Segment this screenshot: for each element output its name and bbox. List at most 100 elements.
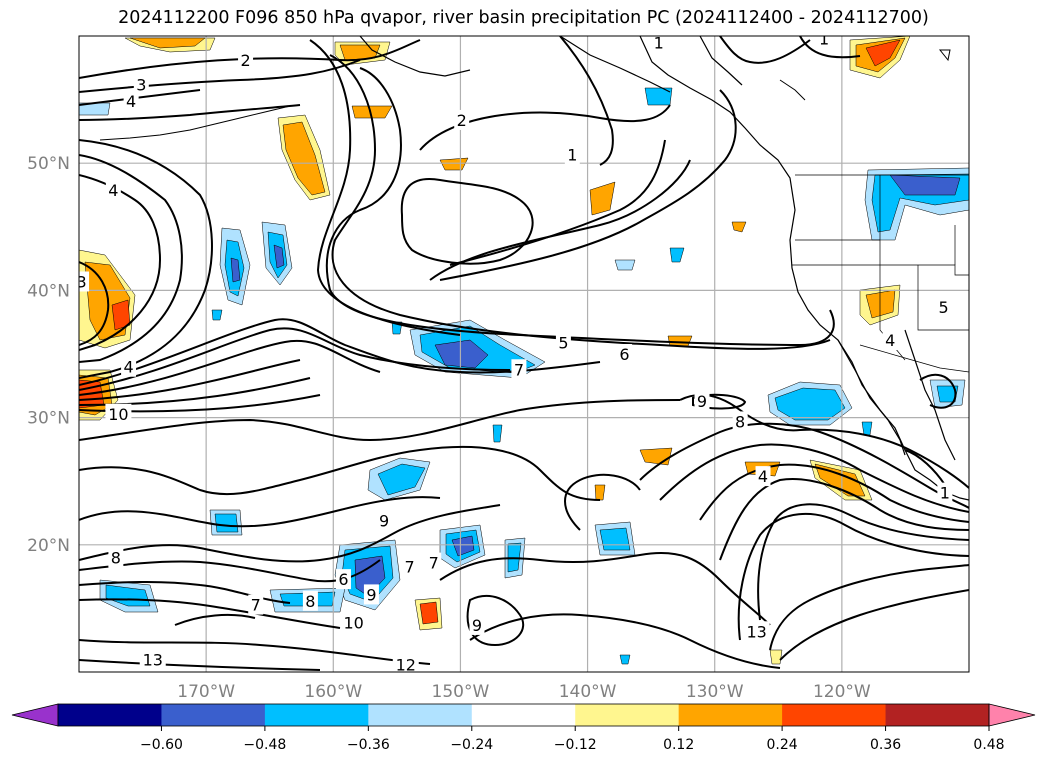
pc-shade-positive (111, 299, 131, 331)
gulf-of-california-coastline (904, 329, 956, 461)
contour-label-background (79, 271, 90, 292)
contour-label-background (936, 296, 952, 317)
island-outline (779, 79, 806, 101)
contour-label: 4 (126, 92, 136, 111)
contour-line (757, 503, 969, 621)
colorbar-segment (885, 704, 990, 726)
us-mexico-border (859, 344, 969, 373)
contour-label: 6 (619, 345, 629, 364)
pc-shade-negative (492, 424, 503, 443)
contour-line (79, 154, 183, 363)
pc-shade-positive (865, 39, 901, 67)
contour-label-background (139, 649, 166, 670)
colorbar-frame (57, 703, 990, 727)
pc-shade-negative (434, 339, 489, 369)
contour-label-background (238, 50, 254, 71)
contour-label: 2 (240, 51, 250, 70)
contour-label: 8 (305, 592, 315, 611)
contour-line (79, 327, 511, 391)
contour-label-background (694, 391, 710, 412)
contour-line (737, 512, 969, 641)
contour-line (679, 393, 969, 489)
pc-shade-negative (889, 174, 961, 196)
contour-line (919, 373, 957, 409)
qvapor-contours (79, 36, 969, 671)
lon-tick-label: 120°W (813, 682, 871, 702)
contour-label: 9 (697, 392, 707, 411)
contour-line (449, 139, 666, 266)
contour-line (439, 89, 737, 281)
lat-tick-label: 30°N (27, 409, 70, 429)
contour-label: 4 (758, 467, 768, 486)
north-america-coastline (639, 36, 969, 501)
contour-label: 7 (251, 596, 261, 615)
contour-label: 1 (654, 33, 664, 52)
lon-tick-label: 170°W (177, 682, 235, 702)
contour-label-background (133, 74, 149, 95)
pc-shade-negative (619, 654, 631, 665)
island-outline (938, 49, 951, 62)
contour-line (79, 445, 601, 501)
latitude-tick-labels: 20°N 30°N 40°N 50°N (27, 154, 70, 556)
contour-label-background (469, 614, 485, 635)
contour-label: 9 (366, 585, 376, 604)
pc-shade-negative (214, 513, 239, 533)
contour-line (699, 463, 969, 523)
lon-tick-label: 160°W (304, 682, 362, 702)
map-frame (78, 35, 970, 673)
colorbar-segment (161, 704, 266, 726)
contour-label-background (402, 556, 418, 577)
contour-line (400, 178, 534, 265)
contour-label: 3 (76, 272, 86, 291)
pc-shade-negative (936, 385, 959, 403)
colorbar-segment (782, 704, 887, 726)
alaska-coastline (359, 36, 471, 77)
contour-label-background (392, 654, 419, 672)
colorbar-tick-label: −0.24 (450, 737, 493, 753)
pc-shade-positive (351, 105, 393, 119)
contour-label-background (454, 109, 470, 130)
contour-label: 10 (108, 405, 128, 424)
contour-line (79, 318, 601, 386)
contour-label: 1 (940, 484, 950, 503)
contour-line (419, 104, 671, 151)
pc-shade-positive (769, 649, 783, 665)
contour-line (79, 339, 381, 396)
contour-line (309, 39, 461, 336)
contour-label-background (105, 403, 132, 424)
contour-label: 12 (396, 655, 416, 674)
contour-label-background (363, 584, 379, 605)
contour-label-background (616, 344, 632, 364)
colorbar-tick-label: −0.48 (243, 737, 286, 753)
contour-label-background (123, 90, 139, 111)
contour-label-background (302, 590, 318, 611)
baja-california-coastline (837, 339, 906, 456)
contour-label: 7 (429, 554, 439, 573)
pc-shade-negative (774, 387, 846, 421)
contour-line (329, 54, 831, 350)
colorbar-tick-label: −0.36 (347, 737, 390, 753)
state-border (917, 265, 969, 331)
contour-line (79, 399, 681, 442)
colorbar-segment (368, 704, 473, 726)
contour-line (639, 422, 969, 509)
contour-label-background (564, 144, 580, 165)
contour-label-background (335, 569, 351, 590)
contour-label-background (882, 330, 898, 351)
pc-shade-positive (667, 335, 693, 347)
contour-line (904, 449, 946, 486)
colorbar-extend-high (988, 703, 1036, 727)
contour-line (719, 478, 969, 561)
colorbar-tick-label: 0.36 (870, 737, 901, 753)
alaska-panhandle-coastline (559, 36, 671, 93)
colorbar-segment (471, 704, 576, 726)
contour-label: 5 (558, 334, 568, 353)
contour-label: 1 (567, 145, 577, 164)
colorbar-tick-label: 0.48 (973, 737, 1004, 753)
contour-label-background (743, 621, 770, 642)
contour-line (79, 359, 301, 401)
lat-tick-label: 50°N (27, 154, 70, 174)
contour-line (79, 261, 110, 346)
